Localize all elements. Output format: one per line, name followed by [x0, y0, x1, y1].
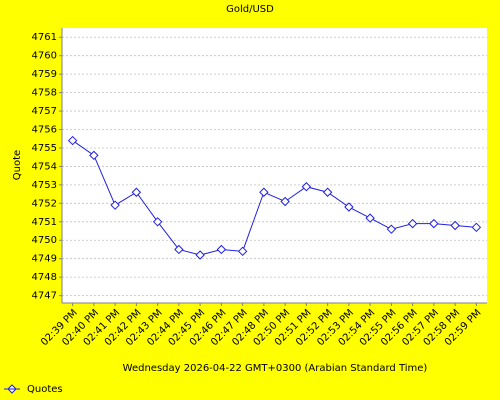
- y-tick-label: 4760: [32, 51, 57, 62]
- data-point: [386, 224, 397, 234]
- data-point: [280, 196, 290, 207]
- y-tick-label: 4758: [32, 88, 57, 99]
- y-tick-label: 4757: [32, 106, 57, 117]
- data-point: [429, 218, 439, 229]
- y-tick-label: 4756: [32, 125, 57, 136]
- data-point: [152, 217, 163, 227]
- data-point: [89, 150, 99, 161]
- y-tick-label: 4755: [32, 143, 57, 154]
- data-point: [259, 187, 269, 197]
- y-axis-title: Quote: [12, 150, 23, 180]
- data-point: [407, 218, 418, 229]
- y-tick-label: 4751: [32, 217, 57, 228]
- y-tick-label: 4759: [32, 69, 57, 80]
- data-point: [237, 246, 248, 257]
- data-point: [450, 220, 460, 231]
- legend-label: Quotes: [27, 384, 63, 395]
- y-tick-label: 4749: [32, 254, 57, 265]
- data-point: [174, 244, 184, 255]
- y-tick-label: 4754: [32, 161, 57, 172]
- data-point: [322, 187, 333, 197]
- data-point: [131, 187, 142, 197]
- data-point: [110, 200, 120, 210]
- chart-title: Gold/USD: [226, 4, 274, 15]
- y-tick-label: 4750: [32, 235, 57, 246]
- data-point: [301, 182, 312, 192]
- y-tick-label: 4747: [32, 291, 57, 302]
- data-point: [365, 213, 375, 223]
- x-axis-title: Wednesday 2026-04-22 GMT+0300 (Arabian S…: [123, 363, 428, 374]
- data-point: [195, 250, 205, 260]
- y-tick-label: 4761: [32, 32, 57, 43]
- data-point: [67, 135, 78, 146]
- data-point: [471, 222, 482, 233]
- plot-area: [62, 28, 487, 303]
- data-point: [344, 202, 354, 212]
- y-tick-label: 4752: [32, 198, 57, 209]
- y-tick-label: 4748: [32, 272, 57, 283]
- data-point: [216, 244, 227, 255]
- y-tick-label: 4753: [32, 180, 57, 191]
